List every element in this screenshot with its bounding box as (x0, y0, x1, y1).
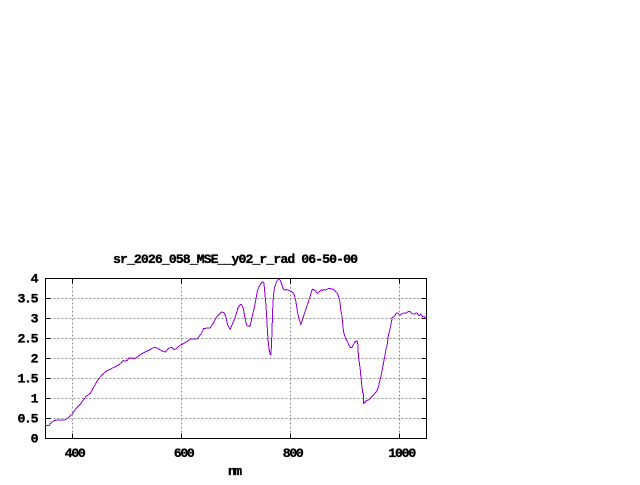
svg-text:800: 800 (283, 446, 304, 461)
svg-text:2.5: 2.5 (18, 332, 39, 347)
svg-text:1000: 1000 (388, 446, 416, 461)
svg-text:1.5: 1.5 (18, 372, 39, 387)
svg-text:0.5: 0.5 (18, 412, 39, 427)
svg-text:1: 1 (31, 392, 39, 407)
svg-text:nm: nm (228, 464, 242, 479)
svg-text:400: 400 (65, 446, 86, 461)
svg-text:0: 0 (31, 432, 39, 447)
svg-text:3.5: 3.5 (18, 292, 39, 307)
svg-text:2: 2 (31, 352, 39, 367)
svg-text:sr_2026_058_MSE__y02_r_rad 06-: sr_2026_058_MSE__y02_r_rad 06-50-00 (113, 252, 358, 267)
svg-text:4: 4 (31, 272, 39, 287)
svg-text:3: 3 (31, 312, 39, 327)
svg-text:600: 600 (174, 446, 195, 461)
